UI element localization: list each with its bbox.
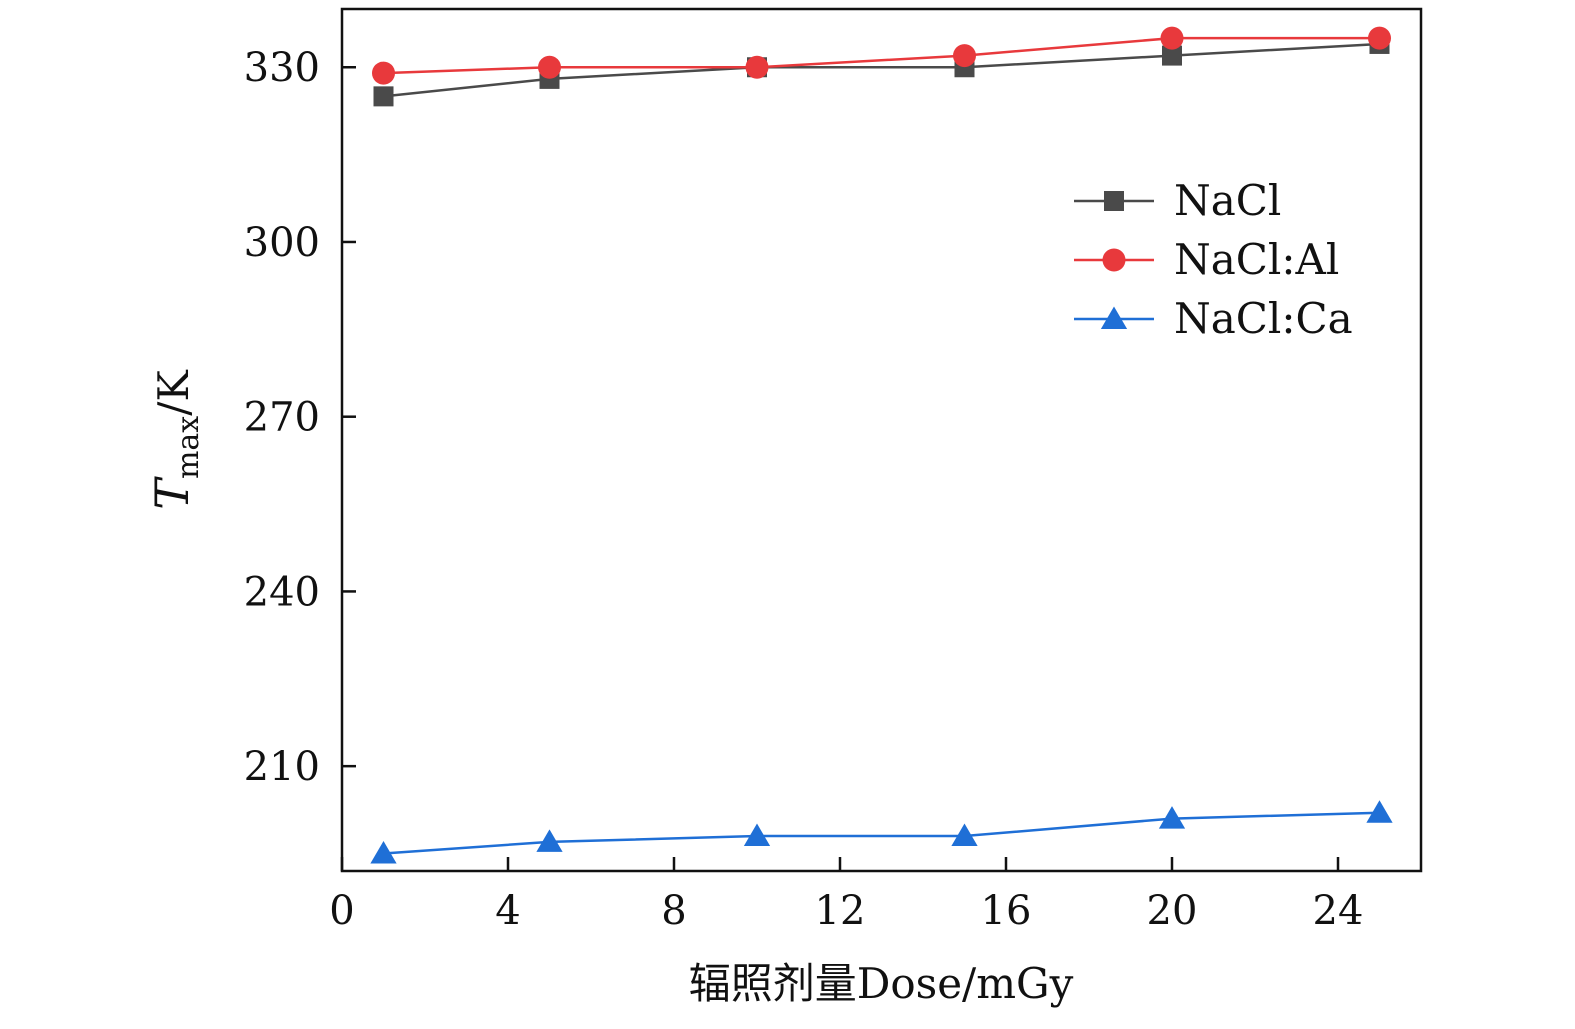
x-tick-label: 24 <box>1313 888 1364 934</box>
y-axis-title-unit: /K <box>149 369 198 416</box>
y-axis-title-subscript: max <box>171 416 206 479</box>
legend-marker <box>1104 191 1124 211</box>
ticks-layer: 0 4 8 12 16 20 24 210 240 270 300 330 <box>244 45 1364 934</box>
series-nacl <box>373 33 1390 107</box>
x-tick-label: 20 <box>1147 888 1198 934</box>
y-tick-label: 330 <box>244 45 320 91</box>
x-tick-label: 12 <box>815 888 866 934</box>
plot-frame <box>340 7 1423 873</box>
series-nacl-ca <box>370 800 1393 864</box>
y-tick-label: 270 <box>244 395 320 441</box>
data-point-nacl <box>1162 45 1182 66</box>
data-point-nacl-ca <box>743 823 771 847</box>
legend-label: NaCl:Ca <box>1174 294 1353 343</box>
x-tick-label: 4 <box>495 888 520 934</box>
data-point-nacl-ca <box>536 829 563 852</box>
data-point-nacl-al <box>1160 26 1184 50</box>
y-axis-title-symbol: T <box>145 476 199 510</box>
x-tick-label: 0 <box>329 888 354 934</box>
data-point-nacl-al <box>538 55 561 79</box>
series-line-nacl-al <box>383 36 1380 75</box>
y-tick-label: 300 <box>244 220 320 266</box>
y-tick-label: 210 <box>244 744 320 790</box>
data-point-nacl <box>373 86 394 107</box>
legend: NaCl NaCl:Al NaCl:Ca <box>1074 176 1353 343</box>
y-tick-label: 240 <box>244 569 320 615</box>
data-point-nacl-al <box>1368 26 1391 50</box>
legend-marker <box>1102 248 1126 272</box>
data-point-nacl-al <box>745 55 769 79</box>
y-axis-title: Tmax/K <box>145 369 206 510</box>
marks-layer <box>370 26 1393 864</box>
x-tick-label: 8 <box>661 888 686 934</box>
svg-text:Tmax/K: Tmax/K <box>145 369 206 510</box>
legend-entry-nacl-ca: NaCl:Ca <box>1074 294 1353 343</box>
data-point-nacl-ca <box>951 823 978 847</box>
legend-entry-nacl-al: NaCl:Al <box>1074 235 1339 284</box>
data-point-nacl-al <box>953 44 976 68</box>
data-point-nacl-al <box>372 61 395 85</box>
legend-label: NaCl:Al <box>1174 235 1339 284</box>
data-point-nacl-ca <box>370 841 397 864</box>
legend-entry-nacl: NaCl <box>1074 176 1281 225</box>
legend-label: NaCl <box>1174 176 1281 225</box>
legend-marker <box>1100 306 1128 329</box>
x-tick-label: 16 <box>981 888 1032 934</box>
data-point-nacl-ca <box>1158 806 1186 829</box>
series-line-nacl-ca <box>383 811 1380 855</box>
series-nacl-al <box>372 26 1391 85</box>
x-axis-title: 辐照剂量Dose/mGy <box>689 959 1074 1008</box>
data-point-nacl-ca <box>1366 800 1393 823</box>
series-line-nacl <box>383 42 1380 98</box>
